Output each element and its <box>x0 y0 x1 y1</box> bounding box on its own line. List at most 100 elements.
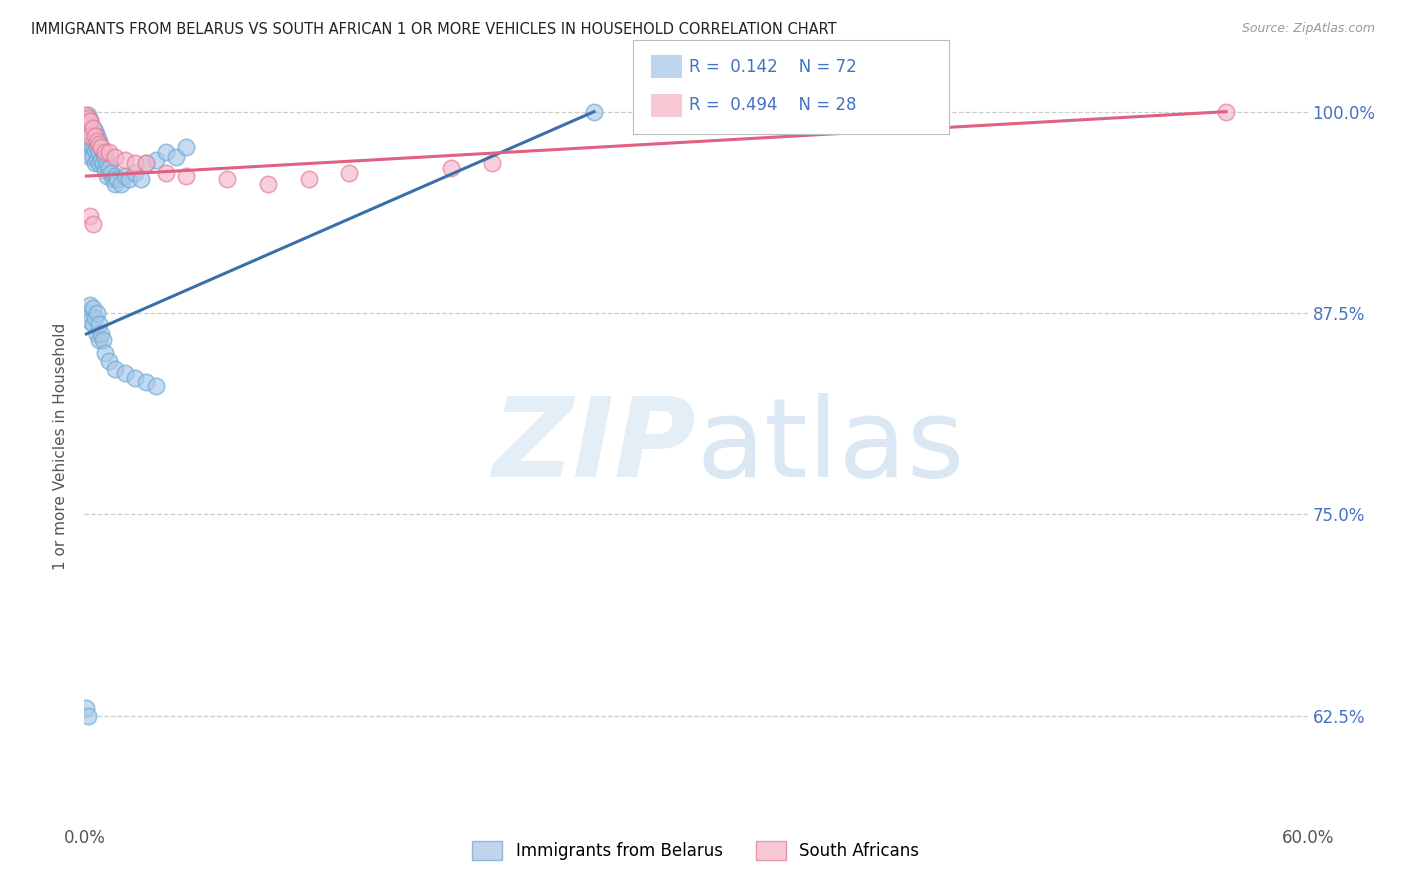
Point <box>83 128 105 143</box>
Point <box>298 172 321 186</box>
Point <box>79 136 101 151</box>
Point <box>87 136 110 151</box>
Point <box>155 166 177 180</box>
Point <box>93 145 115 159</box>
Point <box>77 124 100 138</box>
Point <box>91 145 114 159</box>
Point <box>155 145 177 159</box>
Point <box>93 346 115 360</box>
Point <box>174 140 197 154</box>
Point <box>135 376 157 390</box>
Point <box>583 104 606 119</box>
Text: Source: ZipAtlas.com: Source: ZipAtlas.com <box>1241 22 1375 36</box>
Point <box>104 362 127 376</box>
Point <box>77 118 100 132</box>
Text: IMMIGRANTS FROM BELARUS VS SOUTH AFRICAN 1 OR MORE VEHICLES IN HOUSEHOLD CORRELA: IMMIGRANTS FROM BELARUS VS SOUTH AFRICAN… <box>31 22 837 37</box>
Point <box>82 120 104 135</box>
Text: atlas: atlas <box>696 392 965 500</box>
Point <box>86 140 108 154</box>
Point <box>90 140 112 154</box>
Point <box>1215 104 1237 119</box>
Point <box>110 177 132 191</box>
Point <box>135 156 157 170</box>
Point <box>83 310 105 325</box>
Point <box>114 169 136 183</box>
Point <box>104 169 127 183</box>
Point <box>104 177 127 191</box>
Point <box>339 166 361 180</box>
Point <box>87 156 110 170</box>
Text: R =  0.494    N = 28: R = 0.494 N = 28 <box>689 96 856 114</box>
Point <box>481 156 503 170</box>
Point <box>217 172 239 186</box>
Point <box>83 144 105 158</box>
Point <box>91 334 114 348</box>
Point <box>93 162 115 177</box>
Point <box>87 318 110 332</box>
Y-axis label: 1 or more Vehicles in Household: 1 or more Vehicles in Household <box>53 322 69 570</box>
Point <box>75 112 97 127</box>
Point <box>75 108 97 122</box>
Point <box>124 156 146 170</box>
Point <box>79 114 101 128</box>
Point <box>104 150 127 164</box>
Point <box>79 150 101 164</box>
Point <box>75 118 97 132</box>
Point <box>77 128 100 143</box>
Point <box>86 153 108 167</box>
Point <box>91 156 114 170</box>
Point <box>79 120 101 135</box>
Legend: Immigrants from Belarus, South Africans: Immigrants from Belarus, South Africans <box>464 832 928 869</box>
Point <box>77 306 100 320</box>
Point <box>79 314 101 328</box>
Point <box>82 301 104 316</box>
Point <box>75 120 97 135</box>
Text: R =  0.142    N = 72: R = 0.142 N = 72 <box>689 58 856 76</box>
Point <box>83 124 105 138</box>
Point <box>165 150 187 164</box>
Point <box>105 172 128 186</box>
Point <box>75 701 97 715</box>
Point <box>114 366 136 380</box>
Point <box>90 326 112 341</box>
Point <box>257 177 280 191</box>
Point <box>440 161 463 175</box>
Point <box>135 156 157 170</box>
Point <box>124 370 146 384</box>
Point <box>87 334 110 348</box>
Point <box>82 318 104 332</box>
Point <box>100 166 122 180</box>
Point <box>75 128 97 143</box>
Point <box>83 156 105 170</box>
Point <box>77 140 100 154</box>
Point <box>124 166 146 180</box>
Point <box>101 172 124 186</box>
Point <box>97 145 120 159</box>
Point <box>79 128 101 143</box>
Point <box>79 210 101 224</box>
Text: ZIP: ZIP <box>492 392 696 500</box>
Point <box>82 120 104 135</box>
Point <box>145 378 167 392</box>
Point <box>90 140 112 154</box>
Point <box>87 134 110 148</box>
Point <box>86 128 108 143</box>
Point <box>93 150 115 164</box>
Point <box>114 153 136 167</box>
Point <box>118 172 141 186</box>
Point <box>82 130 104 145</box>
Point <box>77 108 100 122</box>
Point <box>77 111 100 125</box>
Point <box>82 218 104 232</box>
Point <box>87 145 110 159</box>
Point <box>86 326 108 341</box>
Point <box>82 140 104 154</box>
Point <box>97 161 120 175</box>
Point <box>90 153 112 167</box>
Point <box>145 153 167 167</box>
Point <box>96 156 118 170</box>
Point <box>131 172 153 186</box>
Point <box>79 112 101 127</box>
Point <box>77 709 100 723</box>
Point <box>79 298 101 312</box>
